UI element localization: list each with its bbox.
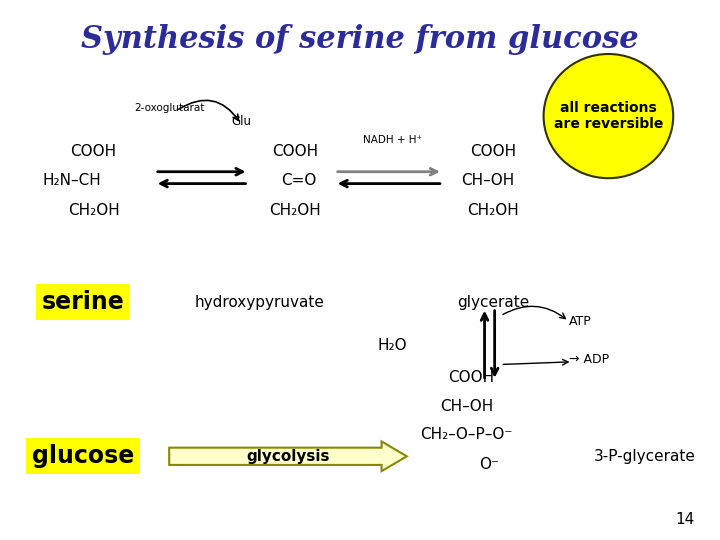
Text: glycolysis: glycolysis: [246, 449, 330, 464]
Text: ATP: ATP: [569, 315, 592, 328]
Text: Synthesis of serine from glucose: Synthesis of serine from glucose: [81, 24, 639, 55]
Ellipse shape: [544, 54, 673, 178]
Text: hydroxypyruvate: hydroxypyruvate: [194, 295, 324, 310]
Text: glucose: glucose: [32, 444, 134, 468]
Text: CH₂–O–P–O⁻: CH₂–O–P–O⁻: [420, 427, 513, 442]
Text: COOH: COOH: [71, 144, 117, 159]
Text: H₂N–CH: H₂N–CH: [42, 173, 102, 188]
Text: glycerate: glycerate: [457, 295, 529, 310]
Text: CH₂OH: CH₂OH: [467, 203, 519, 218]
Text: 2-oxoglutarat: 2-oxoglutarat: [134, 103, 204, 113]
Text: 14: 14: [675, 511, 695, 526]
Text: 3-P-glycerate: 3-P-glycerate: [594, 449, 696, 464]
Text: CH–OH: CH–OH: [440, 399, 493, 414]
Text: O⁻: O⁻: [480, 457, 500, 472]
Text: COOH: COOH: [470, 144, 516, 159]
Text: CH₂OH: CH₂OH: [269, 203, 321, 218]
Text: NADH + H⁺: NADH + H⁺: [363, 136, 422, 145]
Text: serine: serine: [42, 291, 124, 314]
Text: → ADP: → ADP: [569, 353, 609, 366]
Text: Glu: Glu: [231, 115, 251, 128]
Text: COOH: COOH: [272, 144, 318, 159]
FancyArrow shape: [169, 442, 407, 471]
Text: CH–OH: CH–OH: [462, 173, 515, 188]
Text: H₂O: H₂O: [377, 338, 407, 353]
Text: CH₂OH: CH₂OH: [68, 203, 120, 218]
Text: COOH: COOH: [449, 370, 495, 386]
Text: all reactions
are reversible: all reactions are reversible: [554, 101, 663, 131]
Text: C=O: C=O: [281, 173, 317, 188]
